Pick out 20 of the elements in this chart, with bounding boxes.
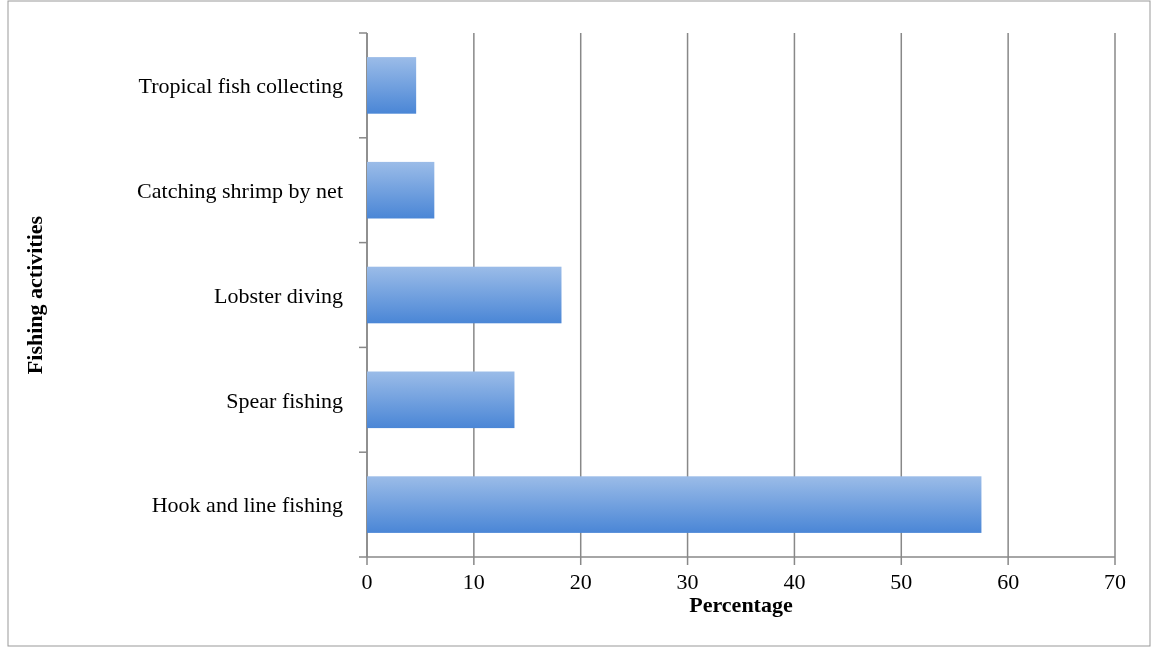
y-tick-label: Spear fishing [226, 387, 343, 413]
bar [367, 266, 562, 324]
y-tick-label: Hook and line fishing [151, 492, 343, 518]
x-tick-label: 60 [997, 569, 1020, 594]
x-tick-label: 0 [361, 569, 373, 594]
x-tick-label: 20 [569, 569, 592, 594]
x-tick-label: 30 [676, 569, 699, 594]
x-axis-title: Percentage [689, 592, 793, 617]
y-axis-title: Fishing activities [22, 215, 47, 375]
bar [367, 161, 435, 219]
y-tick-label: Lobster diving [214, 282, 343, 308]
x-tick-label: 50 [890, 569, 913, 594]
bar [367, 57, 417, 114]
y-tick-label: Tropical fish collecting [138, 73, 343, 99]
bar [367, 371, 515, 429]
x-tick-label: 70 [1104, 569, 1126, 594]
y-tick-label: Catching shrimp by net [137, 177, 343, 203]
x-tick-label: 10 [462, 569, 485, 594]
bar [367, 476, 982, 533]
x-tick-label: 40 [783, 569, 806, 594]
